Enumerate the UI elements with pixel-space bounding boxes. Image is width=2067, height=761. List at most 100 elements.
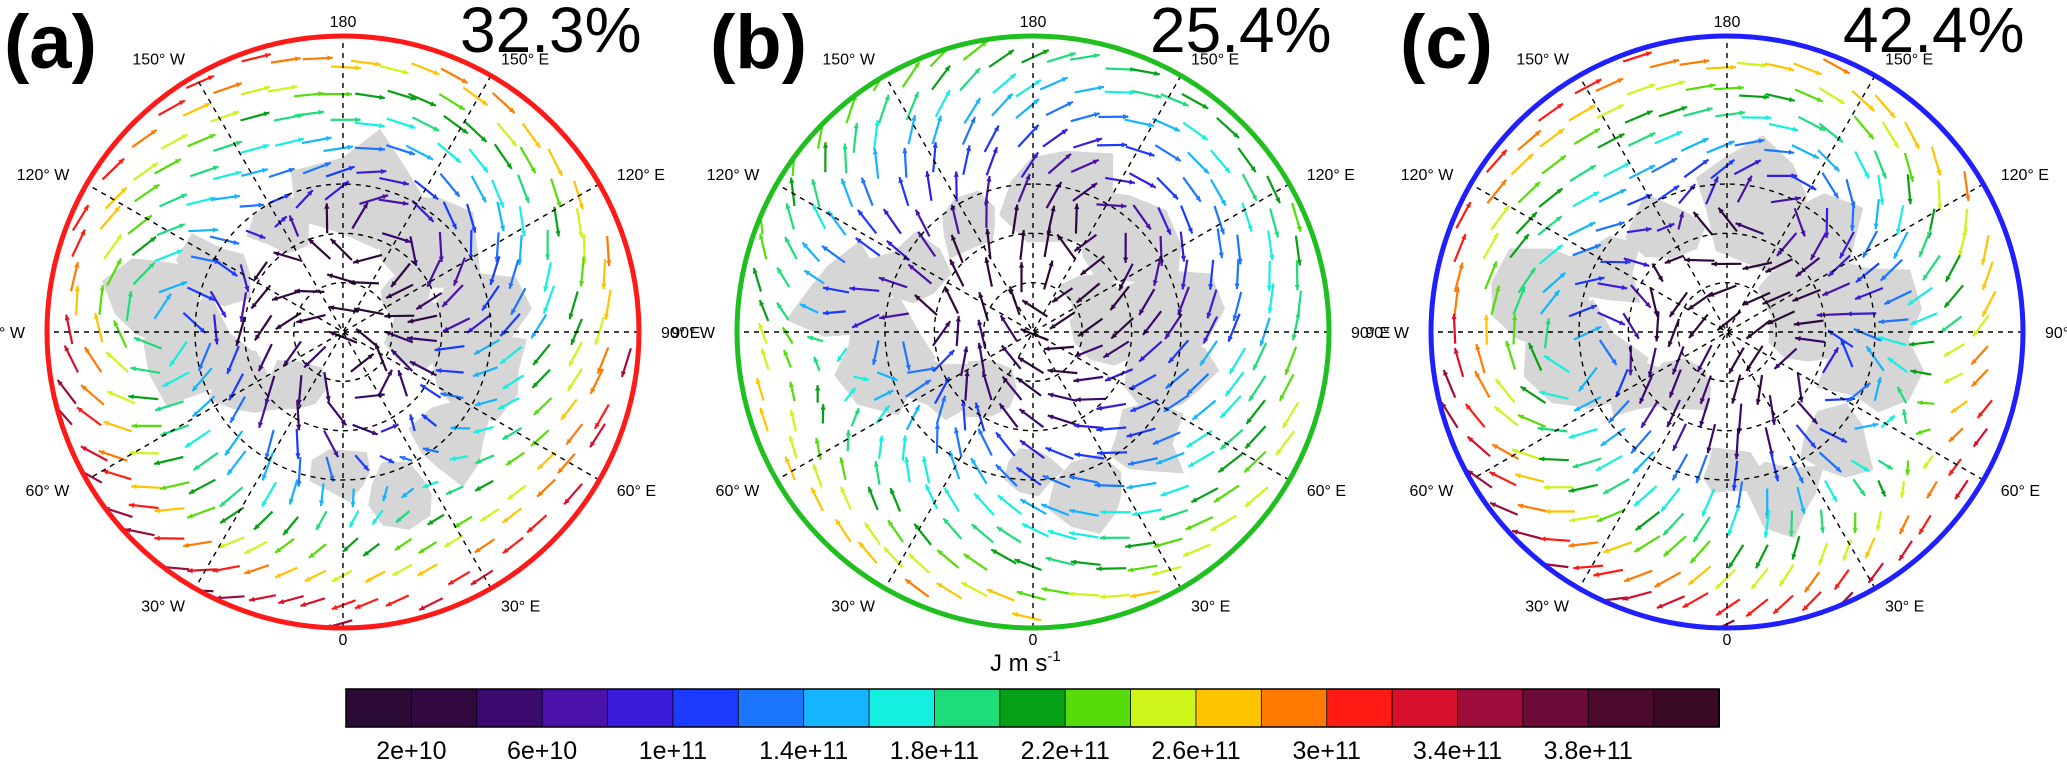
streamline-arrowhead — [1715, 583, 1722, 589]
streamline-arrowhead — [1776, 250, 1783, 256]
streamline-arrowhead — [1047, 392, 1054, 398]
streamline-arrowhead — [759, 300, 765, 306]
streamline-arrowhead — [300, 601, 307, 607]
streamline-arrowhead — [220, 517, 227, 524]
streamline-arrowhead — [1828, 270, 1835, 277]
colorbar-cell — [1130, 688, 1197, 728]
streamline-arrowhead — [1276, 449, 1282, 456]
streamline-arrowhead — [606, 260, 612, 266]
streamline-arrowhead — [1936, 169, 1942, 176]
streamline-arrowhead — [187, 568, 193, 574]
streamline-arrowhead — [1180, 283, 1186, 290]
streamline-arrowhead — [1634, 546, 1641, 552]
streamline-arrowhead — [555, 230, 561, 237]
streamline-arrowhead — [261, 168, 268, 173]
streamline-arrowhead — [94, 313, 99, 320]
streamline-arrowhead — [532, 382, 538, 388]
meridian-line — [86, 183, 600, 481]
streamline-arrowhead — [1840, 437, 1847, 443]
longitude-label: 60° E — [617, 483, 656, 500]
streamline-arrowhead — [1103, 352, 1110, 358]
streamline-arrowhead — [399, 455, 406, 461]
streamline-arrowhead — [1068, 530, 1075, 537]
streamline-arrowhead — [1982, 283, 1988, 290]
streamline-arrowhead — [64, 314, 70, 321]
streamline-arrowhead — [385, 601, 392, 606]
streamline-arrowhead — [1672, 368, 1678, 375]
streamline-arrowhead — [330, 238, 337, 245]
streamline-arrowhead — [1168, 357, 1175, 363]
streamline-arrowhead — [1069, 52, 1076, 58]
streamline-arrowhead — [1649, 165, 1655, 171]
colorbar-cell — [1064, 688, 1132, 728]
streamline-arrowhead — [864, 522, 871, 529]
streamlines — [51, 53, 632, 628]
streamline-arrowhead — [262, 474, 267, 481]
streamline-arrowhead — [1495, 379, 1502, 385]
streamline-arrowhead — [1700, 397, 1705, 404]
streamline-arrowhead — [1530, 267, 1536, 274]
colorbar-cell — [868, 688, 936, 728]
streamline-arrowhead — [1538, 456, 1545, 462]
map-border — [1428, 33, 2026, 631]
streamline-arrowhead — [1889, 111, 1895, 118]
streamline-arrowhead — [883, 209, 889, 215]
streamline-arrowhead — [107, 391, 114, 396]
streamline-arrowhead — [993, 125, 999, 132]
map-disc — [737, 36, 1329, 628]
streamline-arrowhead — [925, 484, 931, 491]
streamline-arrowhead — [1465, 403, 1472, 410]
streamline-arrowhead — [1019, 409, 1026, 415]
streamline-arrowhead — [1902, 409, 1908, 415]
longitude-label: 30° W — [831, 599, 876, 616]
streamline-arrowhead — [1798, 477, 1804, 484]
streamline-arrowhead — [887, 390, 894, 396]
streamline-arrowhead — [116, 234, 122, 241]
streamline-arrowhead — [1225, 390, 1231, 396]
streamline-arrowhead — [1597, 517, 1603, 522]
streamline-arrowhead — [375, 61, 381, 67]
streamline-arrowhead — [977, 319, 983, 326]
streamline-arrowhead — [852, 322, 859, 328]
longitude-label: 120° W — [1401, 167, 1455, 184]
streamline-arrowhead — [1020, 499, 1027, 505]
streamline-arrowhead — [1156, 459, 1163, 465]
streamline-arrowhead — [1492, 261, 1497, 268]
streamline-arrowhead — [454, 190, 460, 197]
longitude-label: 30° E — [1885, 599, 1924, 616]
streamline-arrowhead — [1884, 299, 1891, 305]
streamline-arrowhead — [1111, 332, 1117, 339]
streamline-arrowhead — [965, 145, 971, 152]
streamline-arrowhead — [1274, 231, 1280, 238]
streamline-arrowhead — [372, 518, 378, 525]
streamline-arrowhead — [150, 236, 156, 243]
streamline-arrowhead — [1092, 159, 1099, 165]
streamline-arrowhead — [235, 82, 242, 88]
colorbar-cell — [1195, 688, 1263, 728]
streamline-arrowhead — [1907, 198, 1913, 205]
streamline-arrowhead — [1173, 126, 1180, 132]
graticule — [47, 36, 639, 628]
streamline-arrowhead — [1693, 536, 1699, 542]
streamline-arrowhead — [1093, 112, 1100, 118]
streamline-arrowhead — [1886, 464, 1893, 470]
colorbar-cell — [1326, 688, 1394, 728]
streamline-arrowhead — [1520, 286, 1526, 293]
streamline-arrowhead — [388, 458, 395, 463]
streamline-arrowhead — [1165, 333, 1171, 339]
streamline-arrowhead — [288, 498, 294, 505]
longitude-label: 150° W — [822, 51, 876, 68]
streamline-arrowhead — [1016, 467, 1023, 473]
streamline-arrowhead — [275, 324, 282, 330]
streamline-arrowhead — [934, 423, 940, 429]
streamline-arrowhead — [1096, 426, 1102, 433]
streamline-arrowhead — [1940, 327, 1947, 333]
streamline-arrowhead — [230, 416, 236, 423]
streamline-arrowhead — [262, 500, 267, 507]
streamline-arrowhead — [785, 456, 790, 463]
streamline-arrowhead — [1774, 363, 1781, 369]
streamline-arrowhead — [379, 94, 385, 100]
streamline-arrowhead — [193, 464, 200, 471]
streamline-arrowhead — [1899, 492, 1905, 498]
